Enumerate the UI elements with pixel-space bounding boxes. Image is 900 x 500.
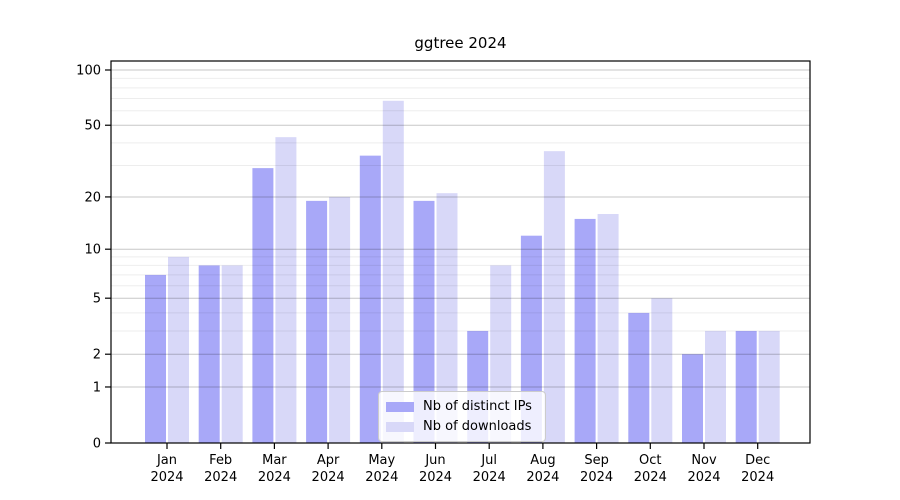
- x-tick-label: May 2024: [365, 453, 398, 485]
- x-tick-label: Mar 2024: [258, 453, 291, 485]
- y-tick-label: 1: [93, 380, 101, 395]
- legend-label-distinct-ips: Nb of distinct IPs: [423, 399, 532, 414]
- y-tick-label: 100: [76, 64, 101, 79]
- x-tick-label: Aug 2024: [526, 453, 559, 485]
- legend-label-downloads: Nb of downloads: [423, 419, 532, 434]
- y-tick-label: 50: [84, 119, 101, 134]
- bar-oct-2024-downloads: [651, 298, 673, 443]
- bar-jun-2024-downloads: [436, 193, 458, 443]
- chart-title: ggtree 2024: [414, 34, 507, 52]
- bar-mar-2024-distinct-ips: [252, 168, 274, 443]
- y-tick-label: 2: [93, 348, 101, 363]
- x-tick-label: Oct 2024: [634, 453, 667, 485]
- bar-jun-2024-distinct-ips: [413, 200, 435, 443]
- bar-dec-2024-downloads: [758, 330, 780, 443]
- x-tick-label: Nov 2024: [687, 453, 720, 485]
- bar-feb-2024-downloads: [221, 265, 243, 443]
- x-tick-label: Sep 2024: [580, 453, 613, 485]
- legend-swatch-distinct-ips: [386, 401, 414, 412]
- bar-mar-2024-downloads: [275, 137, 297, 443]
- bar-jan-2024-distinct-ips: [145, 274, 166, 443]
- x-tick-label: Feb 2024: [204, 453, 237, 485]
- y-tick-label: 10: [84, 243, 101, 258]
- y-tick-label: 0: [93, 437, 101, 452]
- x-tick-label: Dec 2024: [741, 453, 774, 485]
- legend-item-downloads: Nb of downloads: [386, 419, 535, 434]
- bar-nov-2024-distinct-ips: [682, 354, 703, 443]
- bar-may-2024-distinct-ips: [359, 155, 381, 444]
- y-tick-label: 5: [93, 292, 101, 307]
- bar-nov-2024-downloads: [705, 330, 726, 443]
- x-tick-label: Apr 2024: [312, 453, 345, 485]
- bar-aug-2024-downloads: [543, 151, 565, 443]
- legend: Nb of distinct IPs Nb of downloads: [378, 391, 546, 442]
- legend-swatch-downloads: [386, 421, 414, 432]
- x-tick-label: Jan 2024: [150, 453, 183, 485]
- y-tick-label: 20: [84, 190, 101, 205]
- bar-dec-2024-distinct-ips: [735, 330, 757, 443]
- bar-apr-2024-distinct-ips: [306, 200, 328, 443]
- plot-frame: [110, 60, 811, 444]
- bar-feb-2024-distinct-ips: [198, 265, 220, 443]
- bar-may-2024-downloads: [382, 100, 404, 444]
- bar-oct-2024-distinct-ips: [628, 312, 650, 443]
- bar-apr-2024-downloads: [329, 196, 351, 443]
- legend-item-distinct-ips: Nb of distinct IPs: [386, 399, 535, 414]
- bar-jan-2024-downloads: [168, 256, 189, 443]
- x-tick-label: Jul 2024: [473, 453, 506, 485]
- bar-sep-2024-downloads: [597, 214, 619, 443]
- bar-sep-2024-distinct-ips: [574, 218, 596, 443]
- x-tick-label: Jun 2024: [419, 453, 452, 485]
